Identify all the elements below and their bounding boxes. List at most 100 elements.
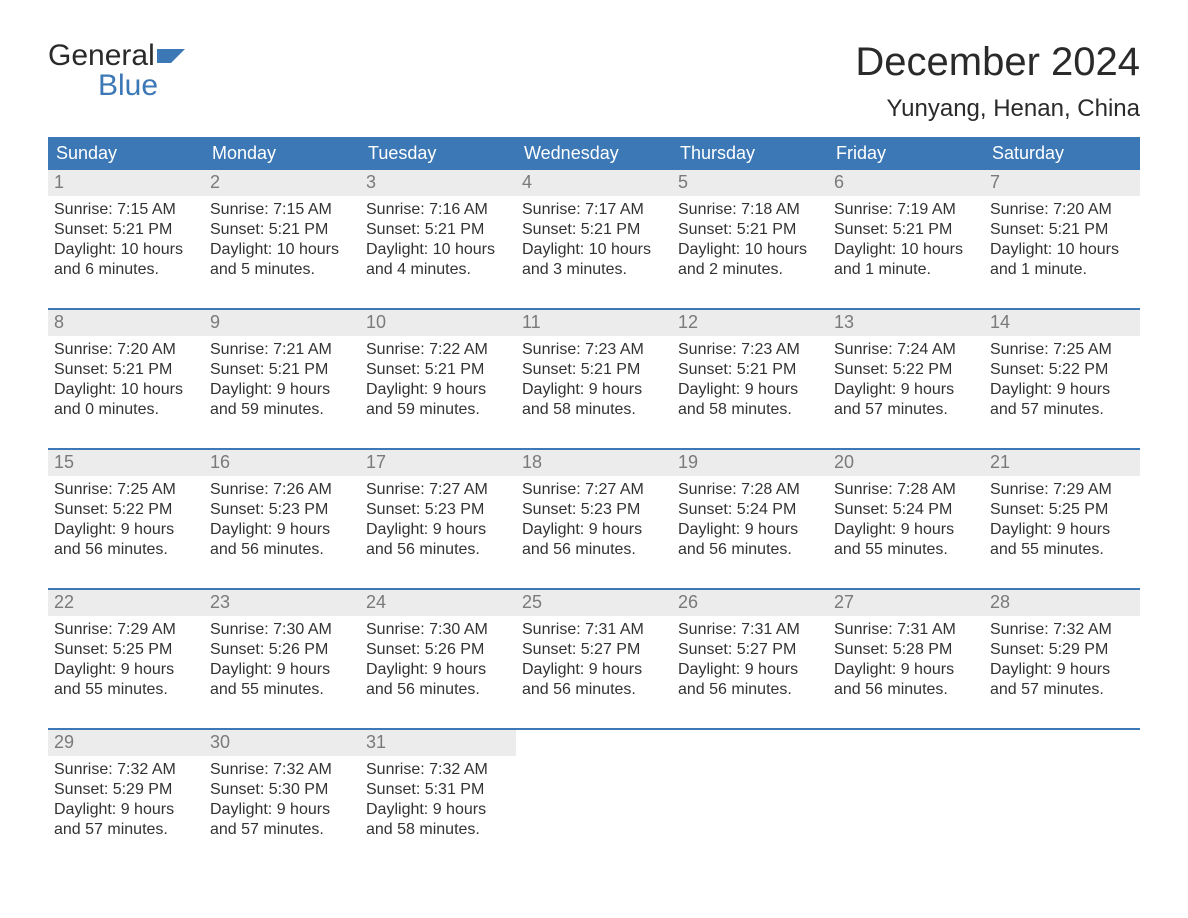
day-number: 12 [672,310,828,336]
day-sunrise: Sunrise: 7:27 AM [522,480,666,500]
day-d1: Daylight: 9 hours [678,520,822,540]
day-d2: and 6 minutes. [54,260,198,280]
day-body: Sunrise: 7:24 AMSunset: 5:22 PMDaylight:… [828,336,984,426]
day-number: 10 [360,310,516,336]
day-cell: 9Sunrise: 7:21 AMSunset: 5:21 PMDaylight… [204,310,360,428]
day-number: 2 [204,170,360,196]
day-d1: Daylight: 9 hours [210,520,354,540]
day-number: 7 [984,170,1140,196]
day-number: 20 [828,450,984,476]
day-d1: Daylight: 10 hours [54,240,198,260]
day-body: Sunrise: 7:23 AMSunset: 5:21 PMDaylight:… [516,336,672,426]
day-number: 1 [48,170,204,196]
day-cell: 7Sunrise: 7:20 AMSunset: 5:21 PMDaylight… [984,170,1140,288]
day-number: 17 [360,450,516,476]
day-sunrise: Sunrise: 7:23 AM [522,340,666,360]
day-sunrise: Sunrise: 7:19 AM [834,200,978,220]
day-number [516,730,672,735]
day-number: 13 [828,310,984,336]
weeks-container: 1Sunrise: 7:15 AMSunset: 5:21 PMDaylight… [48,170,1140,848]
day-sunset: Sunset: 5:21 PM [366,360,510,380]
day-cell: 10 Sunrise: 7:22 AMSunset: 5:21 PMDayligh… [360,310,516,428]
day-cell: 6Sunrise: 7:19 AMSunset: 5:21 PMDaylight… [828,170,984,288]
day-sunrise: Sunrise: 7:29 AM [990,480,1134,500]
day-d2: and 2 minutes. [678,260,822,280]
day-cell: 27Sunrise: 7:31 AMSunset: 5:28 PMDayligh… [828,590,984,708]
day-number: 15 [48,450,204,476]
day-d2: and 56 minutes. [678,680,822,700]
day-sunrise: Sunrise: 7:20 AM [54,340,198,360]
day-sunrise: Sunrise: 7:15 AM [54,200,198,220]
day-body: Sunrise: 7:20 AMSunset: 5:21 PMDaylight:… [48,336,204,426]
weekday-header-row: SundayMondayTuesdayWednesdayThursdayFrid… [48,137,1140,170]
day-d2: and 59 minutes. [366,400,510,420]
day-body: Sunrise: 7:25 AMSunset: 5:22 PMDaylight:… [48,476,204,566]
day-d1: Daylight: 9 hours [366,660,510,680]
day-body: Sunrise: 7:32 AMSunset: 5:31 PMDaylight:… [360,756,516,846]
day-cell: 21Sunrise: 7:29 AMSunset: 5:25 PMDayligh… [984,450,1140,568]
day-cell: 14Sunrise: 7:25 AMSunset: 5:22 PMDayligh… [984,310,1140,428]
day-sunset: Sunset: 5:25 PM [990,500,1134,520]
day-d2: and 4 minutes. [366,260,510,280]
day-d2: and 56 minutes. [54,540,198,560]
day-sunset: Sunset: 5:27 PM [522,640,666,660]
day-d2: and 0 minutes. [54,400,198,420]
day-number: 5 [672,170,828,196]
day-d2: and 57 minutes. [990,400,1134,420]
weekday-header-monday: Monday [204,137,360,170]
day-body: Sunrise: 7:29 AMSunset: 5:25 PMDaylight:… [48,616,204,706]
day-sunrise: Sunrise: 7:24 AM [834,340,978,360]
day-d1: Daylight: 9 hours [678,660,822,680]
weekday-header-friday: Friday [828,137,984,170]
day-sunrise: Sunrise: 7:18 AM [678,200,822,220]
day-cell: 29Sunrise: 7:32 AMSunset: 5:29 PMDayligh… [48,730,204,848]
day-sunrise: Sunrise: 7:22 AM [366,340,510,360]
logo-flag-icon [157,40,187,72]
weekday-header-saturday: Saturday [984,137,1140,170]
weekday-header-thursday: Thursday [672,137,828,170]
day-sunset: Sunset: 5:22 PM [54,500,198,520]
day-sunset: Sunset: 5:26 PM [366,640,510,660]
day-body: Sunrise: 7:32 AMSunset: 5:30 PMDaylight:… [204,756,360,846]
day-cell-empty [672,730,828,848]
day-sunrise: Sunrise: 7:26 AM [210,480,354,500]
day-d1: Daylight: 9 hours [366,380,510,400]
day-sunset: Sunset: 5:30 PM [210,780,354,800]
day-d1: Daylight: 9 hours [366,520,510,540]
day-sunrise: Sunrise: 7:23 AM [678,340,822,360]
day-sunset: Sunset: 5:24 PM [834,500,978,520]
logo: General Blue [48,40,187,101]
day-number: 6 [828,170,984,196]
day-d1: Daylight: 9 hours [834,660,978,680]
day-cell: 16Sunrise: 7:26 AMSunset: 5:23 PMDayligh… [204,450,360,568]
day-cell: 15Sunrise: 7:25 AMSunset: 5:22 PMDayligh… [48,450,204,568]
day-number: 27 [828,590,984,616]
day-sunrise: Sunrise: 7:15 AM [210,200,354,220]
day-cell: 20Sunrise: 7:28 AMSunset: 5:24 PMDayligh… [828,450,984,568]
day-d2: and 1 minute. [990,260,1134,280]
day-number: 16 [204,450,360,476]
day-cell: 5Sunrise: 7:18 AMSunset: 5:21 PMDaylight… [672,170,828,288]
day-d2: and 55 minutes. [210,680,354,700]
day-d1: Daylight: 9 hours [210,800,354,820]
day-number: 3 [360,170,516,196]
day-cell: 24Sunrise: 7:30 AMSunset: 5:26 PMDayligh… [360,590,516,708]
day-sunrise: Sunrise: 7:25 AM [990,340,1134,360]
day-d1: Daylight: 9 hours [210,660,354,680]
day-sunset: Sunset: 5:29 PM [990,640,1134,660]
day-body: Sunrise: 7:20 AMSunset: 5:21 PMDaylight:… [984,196,1140,286]
day-number: 26 [672,590,828,616]
day-number: 24 [360,590,516,616]
day-body: Sunrise: 7:17 AMSunset: 5:21 PMDaylight:… [516,196,672,286]
day-sunrise: Sunrise: 7:17 AM [522,200,666,220]
day-d1: Daylight: 9 hours [54,520,198,540]
week-row: 29Sunrise: 7:32 AMSunset: 5:29 PMDayligh… [48,728,1140,848]
day-d2: and 55 minutes. [54,680,198,700]
day-sunset: Sunset: 5:24 PM [678,500,822,520]
day-d2: and 56 minutes. [678,540,822,560]
day-cell: 31Sunrise: 7:32 AMSunset: 5:31 PMDayligh… [360,730,516,848]
day-cell: 23Sunrise: 7:30 AMSunset: 5:26 PMDayligh… [204,590,360,708]
day-number: 18 [516,450,672,476]
day-number: 8 [48,310,204,336]
day-number: 29 [48,730,204,756]
